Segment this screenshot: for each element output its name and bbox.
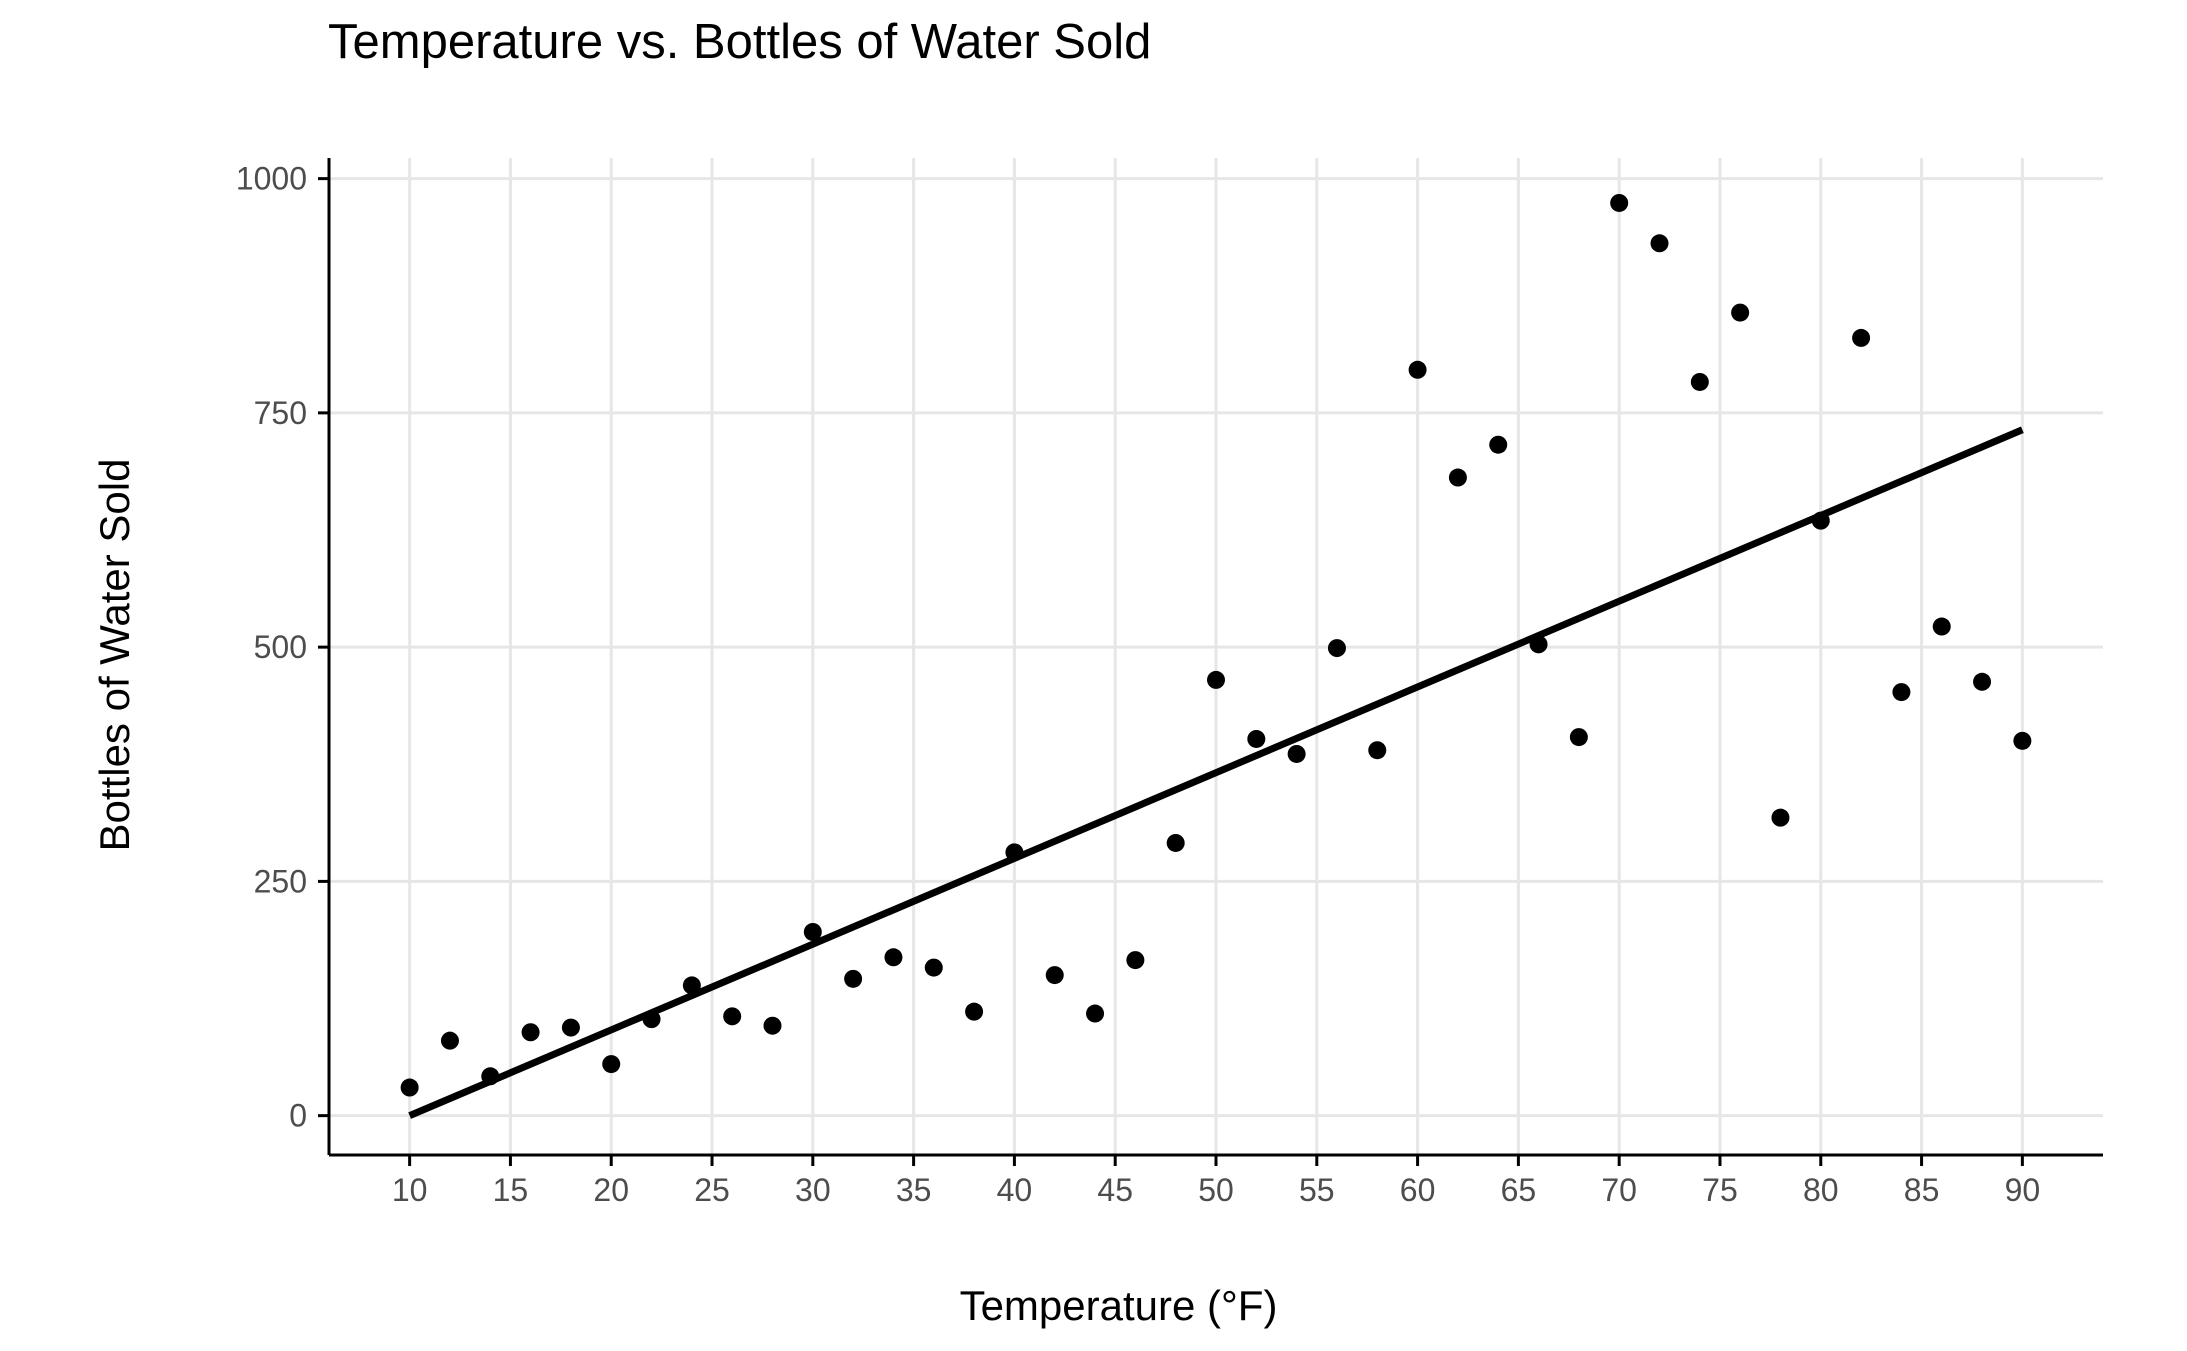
data-point — [1327, 639, 1346, 658]
x-tick-label: 15 — [493, 1172, 529, 1208]
data-point — [1448, 468, 1467, 487]
data-point — [1932, 617, 1951, 636]
data-point — [1166, 833, 1185, 852]
data-point — [1247, 729, 1266, 748]
data-point — [1569, 728, 1588, 747]
x-tick-label: 50 — [1198, 1172, 1234, 1208]
x-tick-label: 25 — [694, 1172, 730, 1208]
x-tick-label: 70 — [1601, 1172, 1637, 1208]
data-point — [1690, 372, 1709, 391]
data-point — [1811, 511, 1830, 530]
data-point — [481, 1067, 500, 1086]
data-point — [1731, 303, 1750, 322]
x-tick-label: 30 — [795, 1172, 831, 1208]
x-tick-label: 90 — [2005, 1172, 2041, 1208]
data-point — [1045, 966, 1064, 985]
y-tick-label: 250 — [254, 863, 307, 899]
data-point — [1086, 1004, 1105, 1023]
data-point — [1207, 670, 1225, 689]
data-point — [642, 1010, 661, 1029]
data-point — [924, 958, 943, 977]
data-point — [1005, 843, 1024, 862]
x-tick-label: 20 — [593, 1172, 629, 1208]
data-point — [602, 1055, 621, 1074]
x-tick-label: 65 — [1501, 1172, 1537, 1208]
data-point — [1408, 360, 1427, 379]
data-point — [723, 1007, 742, 1026]
x-tick-label: 55 — [1299, 1172, 1335, 1208]
data-point — [1650, 234, 1669, 253]
data-point — [1892, 683, 1911, 702]
x-tick-label: 35 — [896, 1172, 932, 1208]
x-tick-label: 80 — [1803, 1172, 1839, 1208]
y-tick-label: 750 — [254, 395, 307, 431]
data-point — [440, 1031, 459, 1050]
x-tick-label: 75 — [1702, 1172, 1738, 1208]
data-point — [521, 1023, 540, 1042]
data-point — [965, 1002, 984, 1021]
data-point — [682, 976, 701, 995]
data-point — [2013, 731, 2032, 750]
data-point — [1973, 672, 1992, 691]
data-point — [1529, 635, 1548, 654]
x-tick-label: 45 — [1097, 1172, 1133, 1208]
x-axis-title: Temperature (°F) — [959, 1282, 1278, 1329]
data-point — [400, 1078, 419, 1097]
x-tick-label: 60 — [1400, 1172, 1436, 1208]
x-tick-label: 85 — [1904, 1172, 1940, 1208]
data-point — [1852, 328, 1871, 347]
data-point — [1126, 951, 1145, 970]
data-point — [884, 948, 903, 967]
data-point — [1771, 808, 1790, 827]
x-tick-label: 10 — [392, 1172, 428, 1208]
data-point — [1610, 193, 1629, 212]
data-point — [561, 1018, 580, 1037]
data-point — [763, 1016, 782, 1035]
data-point — [1368, 741, 1387, 760]
trend-line — [408, 426, 2024, 1119]
y-tick-label: 0 — [289, 1098, 307, 1134]
data-point — [1489, 435, 1508, 454]
data-point — [1287, 744, 1306, 763]
data-point — [803, 922, 822, 941]
y-tick-label: 500 — [254, 629, 307, 665]
x-tick-label: 40 — [997, 1172, 1033, 1208]
y-axis-title: Bottles of Water Sold — [91, 458, 138, 852]
data-point — [844, 969, 863, 988]
y-tick-label: 1000 — [236, 161, 307, 197]
chart-title: Temperature vs. Bottles of Water Sold — [328, 15, 1152, 69]
